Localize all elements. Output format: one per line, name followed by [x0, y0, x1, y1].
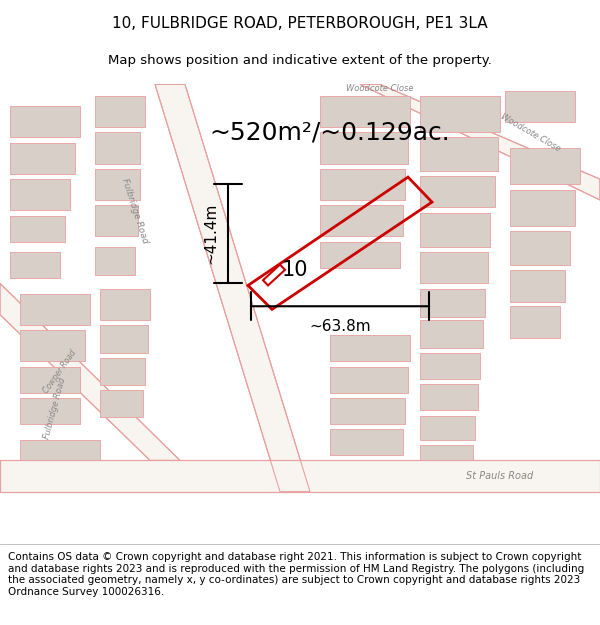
Polygon shape [95, 247, 135, 275]
Polygon shape [320, 132, 408, 164]
Polygon shape [420, 176, 495, 208]
Polygon shape [100, 289, 150, 320]
Polygon shape [100, 358, 145, 386]
Text: Fulbridge Road: Fulbridge Road [43, 376, 68, 440]
Polygon shape [10, 142, 75, 174]
Text: Cowper Road: Cowper Road [42, 349, 78, 395]
Polygon shape [320, 242, 400, 268]
Polygon shape [420, 384, 478, 411]
Polygon shape [505, 91, 575, 122]
Polygon shape [510, 270, 565, 302]
Text: Contains OS data © Crown copyright and database right 2021. This information is : Contains OS data © Crown copyright and d… [8, 552, 584, 597]
Text: ~41.4m: ~41.4m [203, 202, 218, 264]
Polygon shape [420, 138, 498, 171]
Polygon shape [20, 398, 80, 424]
Polygon shape [420, 96, 500, 132]
Polygon shape [330, 398, 405, 424]
Text: Woodcote Close: Woodcote Close [499, 111, 562, 153]
Polygon shape [10, 252, 60, 278]
Polygon shape [20, 330, 85, 361]
Polygon shape [330, 429, 403, 455]
Polygon shape [420, 416, 475, 439]
Polygon shape [95, 169, 140, 200]
Polygon shape [100, 325, 148, 353]
Text: ~63.8m: ~63.8m [309, 319, 371, 334]
Text: Woodcote Close: Woodcote Close [346, 84, 414, 93]
Text: 10: 10 [282, 260, 308, 280]
Polygon shape [330, 336, 410, 361]
Text: ~520m²/~0.129ac.: ~520m²/~0.129ac. [209, 120, 451, 144]
Polygon shape [320, 205, 403, 236]
Polygon shape [95, 205, 138, 236]
Polygon shape [20, 439, 100, 461]
Polygon shape [420, 445, 473, 461]
Text: 10, FULBRIDGE ROAD, PETERBOROUGH, PE1 3LA: 10, FULBRIDGE ROAD, PETERBOROUGH, PE1 3L… [112, 16, 488, 31]
Polygon shape [10, 106, 80, 138]
Polygon shape [420, 289, 485, 317]
Polygon shape [360, 84, 600, 200]
Polygon shape [320, 96, 410, 127]
Polygon shape [510, 148, 580, 184]
Polygon shape [0, 283, 180, 461]
Polygon shape [420, 353, 480, 379]
Polygon shape [10, 216, 65, 242]
Polygon shape [95, 132, 140, 164]
Polygon shape [0, 461, 600, 492]
Polygon shape [20, 367, 80, 392]
Polygon shape [20, 294, 90, 325]
Text: St Pauls Road: St Pauls Road [466, 471, 533, 481]
Polygon shape [420, 213, 490, 247]
Polygon shape [510, 231, 570, 264]
Polygon shape [100, 389, 143, 417]
Polygon shape [510, 189, 575, 226]
Polygon shape [10, 179, 70, 211]
Text: Map shows position and indicative extent of the property.: Map shows position and indicative extent… [108, 54, 492, 68]
Polygon shape [330, 367, 408, 392]
Text: Fulbridge Road: Fulbridge Road [120, 177, 150, 244]
Polygon shape [510, 306, 560, 338]
Polygon shape [155, 84, 310, 492]
Polygon shape [420, 252, 488, 283]
Polygon shape [320, 169, 405, 200]
Polygon shape [95, 96, 145, 127]
Polygon shape [420, 320, 483, 348]
